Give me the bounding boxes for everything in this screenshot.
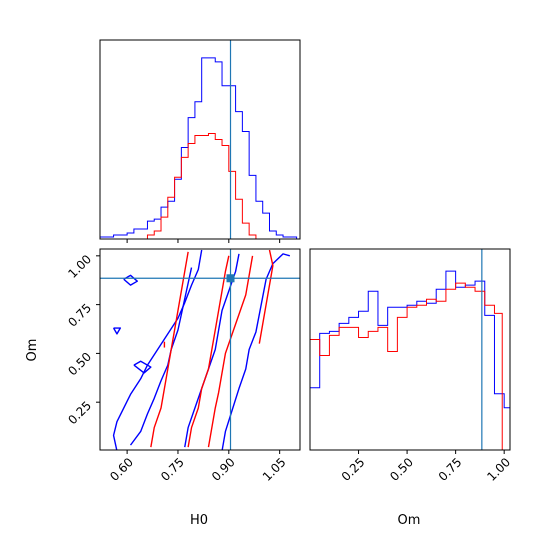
hist-om-panel: 0.25 0.50 0.75 1.00 bbox=[309, 248, 513, 484]
x-axis-label-om: Om bbox=[398, 513, 421, 528]
hist-Om-xtick-label-2: 0.75 bbox=[436, 455, 465, 484]
y-axis-label-om: Om bbox=[25, 339, 40, 362]
hist-h0-panel bbox=[99, 39, 301, 243]
contour-line-red-9 bbox=[207, 255, 254, 448]
hist-Om-plot-area bbox=[310, 249, 510, 450]
hist-H0-frame bbox=[99, 39, 301, 240]
contour-H0-Om-xtick-label-3: 1.05 bbox=[260, 455, 289, 484]
hist-Om-xtick-label-3: 1.00 bbox=[484, 455, 513, 484]
contour-H0-Om-ytick-label-0: 0.25 bbox=[65, 398, 94, 427]
contour-line-blue-0 bbox=[112, 249, 203, 450]
hist-H0-series-red-step bbox=[100, 133, 297, 239]
x-axis-label-h0: H0 bbox=[190, 513, 208, 528]
hist-Om-xtick-label-0: 0.25 bbox=[339, 455, 368, 484]
hist-Om-frame bbox=[309, 248, 511, 451]
contour-line-red-7 bbox=[150, 251, 189, 448]
contour-H0-Om-plot-area bbox=[100, 249, 300, 450]
contour-H0-Om-xtick-label-1: 0.75 bbox=[158, 455, 187, 484]
contour-h0-om-panel: 0.60 0.75 0.90 1.05 0.25 0.50 0.75 1.00 bbox=[65, 248, 301, 484]
contour-H0-Om-frame bbox=[99, 248, 301, 451]
hist-Om-series-blue-step bbox=[310, 270, 510, 450]
hist-Om-xtick-label-1: 0.50 bbox=[387, 455, 416, 484]
contour-H0-Om-ytick-label-1: 0.50 bbox=[65, 350, 94, 379]
contour-H0-Om-xtick-label-0: 0.60 bbox=[107, 455, 136, 484]
contour-line-red-8 bbox=[187, 255, 230, 448]
contour-line-blue-4 bbox=[123, 274, 138, 286]
contour-line-blue-6 bbox=[133, 360, 152, 374]
hist-H0-series-blue-step bbox=[100, 57, 298, 239]
axis-labels: H0 Om Om bbox=[25, 339, 420, 528]
hist-H0-plot-area bbox=[100, 40, 298, 239]
contour-H0-Om-ytick-label-2: 0.75 bbox=[65, 301, 94, 330]
contour-H0-Om-ytick-label-3: 1.00 bbox=[65, 252, 94, 281]
hist-Om-series-red-step bbox=[310, 282, 503, 450]
contour-line-red-10 bbox=[258, 249, 274, 344]
contour-H0-Om-xtick-label-2: 0.90 bbox=[209, 455, 238, 484]
contour-line-blue-1 bbox=[221, 253, 291, 450]
contour-truth-marker bbox=[226, 274, 235, 283]
contour-line-blue-5 bbox=[112, 327, 122, 335]
contour-line-blue-2 bbox=[129, 267, 193, 446]
